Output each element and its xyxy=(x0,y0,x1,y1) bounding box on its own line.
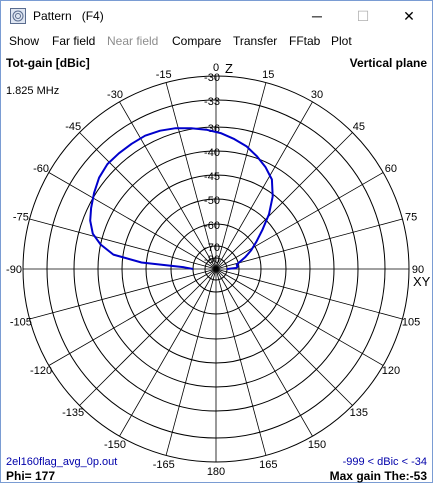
minimize-button[interactable]: ─ xyxy=(312,8,322,24)
angle-label--90: -90 xyxy=(6,264,22,276)
angle-label--75: -75 xyxy=(13,212,29,224)
angle-label-0: 0 xyxy=(213,62,219,74)
app-icon xyxy=(10,8,26,24)
radial-line-14 xyxy=(119,268,217,437)
menu-show[interactable]: Show xyxy=(9,34,40,48)
angle-label-150: 150 xyxy=(308,439,326,451)
ring-label--60: -60 xyxy=(204,220,220,232)
angle-label--150: -150 xyxy=(104,439,126,451)
plane-label: Vertical plane xyxy=(349,56,427,70)
angle-label-45: 45 xyxy=(353,121,365,133)
radial-line-20 xyxy=(48,172,217,270)
radial-line-23 xyxy=(165,82,217,270)
maximize-button[interactable]: ☐ xyxy=(356,7,370,24)
radial-line-4 xyxy=(215,172,384,270)
radial-line-1 xyxy=(215,82,267,270)
ring-label--45: -45 xyxy=(204,171,220,183)
menu-near-field[interactable]: Near field xyxy=(107,34,159,48)
angle-label-60: 60 xyxy=(385,163,397,175)
angle-label-30: 30 xyxy=(311,89,323,101)
radial-line-7 xyxy=(215,268,403,320)
angle-label--45: -45 xyxy=(65,121,81,133)
menu-far-field[interactable]: Far field xyxy=(52,34,96,48)
z-axis-label: Z xyxy=(225,61,233,76)
radial-line-21 xyxy=(79,132,217,270)
polar-plot-area: 0 15 30 45 60 75 90 105 120 135 150 165 180 -165 -150 -… xyxy=(1,51,432,483)
radial-line-5 xyxy=(215,218,403,270)
angle-label-165: 165 xyxy=(259,459,277,471)
ring-label--30: -30 xyxy=(204,72,220,84)
radial-line-9 xyxy=(215,268,353,406)
radial-line-10 xyxy=(215,268,313,437)
pattern-curve xyxy=(89,127,274,270)
menu-fftab[interactable]: FFtab xyxy=(289,34,321,48)
radial-line-17 xyxy=(29,268,217,320)
ring-label--33: -33 xyxy=(204,96,220,108)
radial-line-8 xyxy=(215,268,384,366)
menu-transfer[interactable]: Transfer xyxy=(233,34,278,48)
frequency-label: 1.825 MHz xyxy=(6,85,60,97)
angle-label-120: 120 xyxy=(382,365,400,377)
radial-line-19 xyxy=(29,218,217,270)
xy-axis-label: XY xyxy=(413,274,431,289)
radial-line-16 xyxy=(48,268,217,366)
angle-label--120: -120 xyxy=(30,365,52,377)
max-gain-label: Max gain The:-53 xyxy=(329,469,427,483)
radial-line-11 xyxy=(215,268,267,456)
angle-label--15: -15 xyxy=(156,69,172,81)
window-title: Pattern (F4) xyxy=(33,9,104,23)
angle-label-135: 135 xyxy=(350,407,368,419)
radial-line-2 xyxy=(215,101,313,270)
angle-label-105: 105 xyxy=(402,316,420,328)
menu-bar: Show Far field Near field Compare Transf… xyxy=(1,31,432,51)
radial-line-3 xyxy=(215,132,353,270)
ring-label--80: -80 xyxy=(204,254,220,266)
angle-label-15: 15 xyxy=(262,69,274,81)
radial-line-22 xyxy=(119,101,217,270)
angle-label--60: -60 xyxy=(33,163,49,175)
angle-label--30: -30 xyxy=(107,89,123,101)
file-name-label: 2el160flag_avg_0p.out xyxy=(6,456,118,468)
angle-label--135: -135 xyxy=(62,407,84,419)
ring-label--70: -70 xyxy=(204,242,220,254)
angle-label-180: 180 xyxy=(207,466,225,478)
angle-label-90: 90 xyxy=(412,264,424,276)
quantity-label: Tot-gain [dBic] xyxy=(6,56,90,70)
radial-line-13 xyxy=(165,268,217,456)
close-button[interactable]: ✕ xyxy=(403,7,415,24)
radial-line-15 xyxy=(79,268,217,406)
angle-label--105: -105 xyxy=(10,316,32,328)
phi-label: Phi= 177 xyxy=(6,469,56,483)
angle-label-75: 75 xyxy=(405,212,417,224)
polar-chart: 0 15 30 45 60 75 90 105 120 135 150 165 180 -165 -150 -… xyxy=(6,61,431,478)
ring-label--40: -40 xyxy=(204,147,220,159)
angle-label--165: -165 xyxy=(153,459,175,471)
title-bar[interactable]: Pattern (F4) ─ ☐ ✕ xyxy=(1,1,432,31)
ring-label--50: -50 xyxy=(204,195,220,207)
menu-plot[interactable]: Plot xyxy=(331,34,352,48)
menu-compare[interactable]: Compare xyxy=(172,34,222,48)
range-note-label: -999 < dBic < -34 xyxy=(342,456,427,468)
